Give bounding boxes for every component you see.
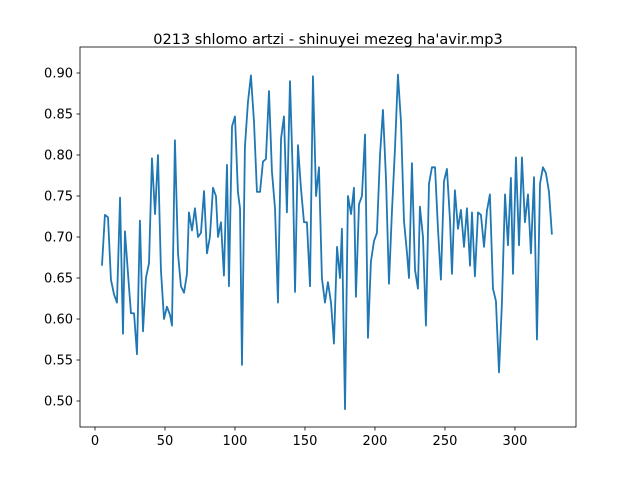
y-tick-label: 0.85 bbox=[44, 107, 73, 122]
y-tick-label: 0.50 bbox=[44, 395, 73, 410]
y-tick-label: 0.70 bbox=[44, 231, 73, 246]
chart-title: 0213 shlomo artzi - shinuyei mezeg ha'av… bbox=[153, 32, 502, 48]
y-tick-label: 0.55 bbox=[44, 354, 73, 369]
x-tick-label: 200 bbox=[363, 434, 388, 449]
x-tick-label: 250 bbox=[433, 434, 458, 449]
y-tick-label: 0.60 bbox=[44, 313, 73, 328]
y-tick-label: 0.75 bbox=[44, 189, 73, 204]
x-tick-label: 100 bbox=[223, 434, 248, 449]
x-tick-label: 50 bbox=[157, 434, 174, 449]
x-tick-label: 150 bbox=[293, 434, 318, 449]
x-tick-label: 300 bbox=[503, 434, 528, 449]
y-tick-label: 0.90 bbox=[44, 66, 73, 81]
plot-frame bbox=[79, 46, 577, 428]
y-tick-label: 0.65 bbox=[44, 272, 73, 287]
x-tick-label: 0 bbox=[91, 434, 99, 449]
y-tick-label: 0.80 bbox=[44, 148, 73, 163]
data-line bbox=[101, 73, 553, 411]
